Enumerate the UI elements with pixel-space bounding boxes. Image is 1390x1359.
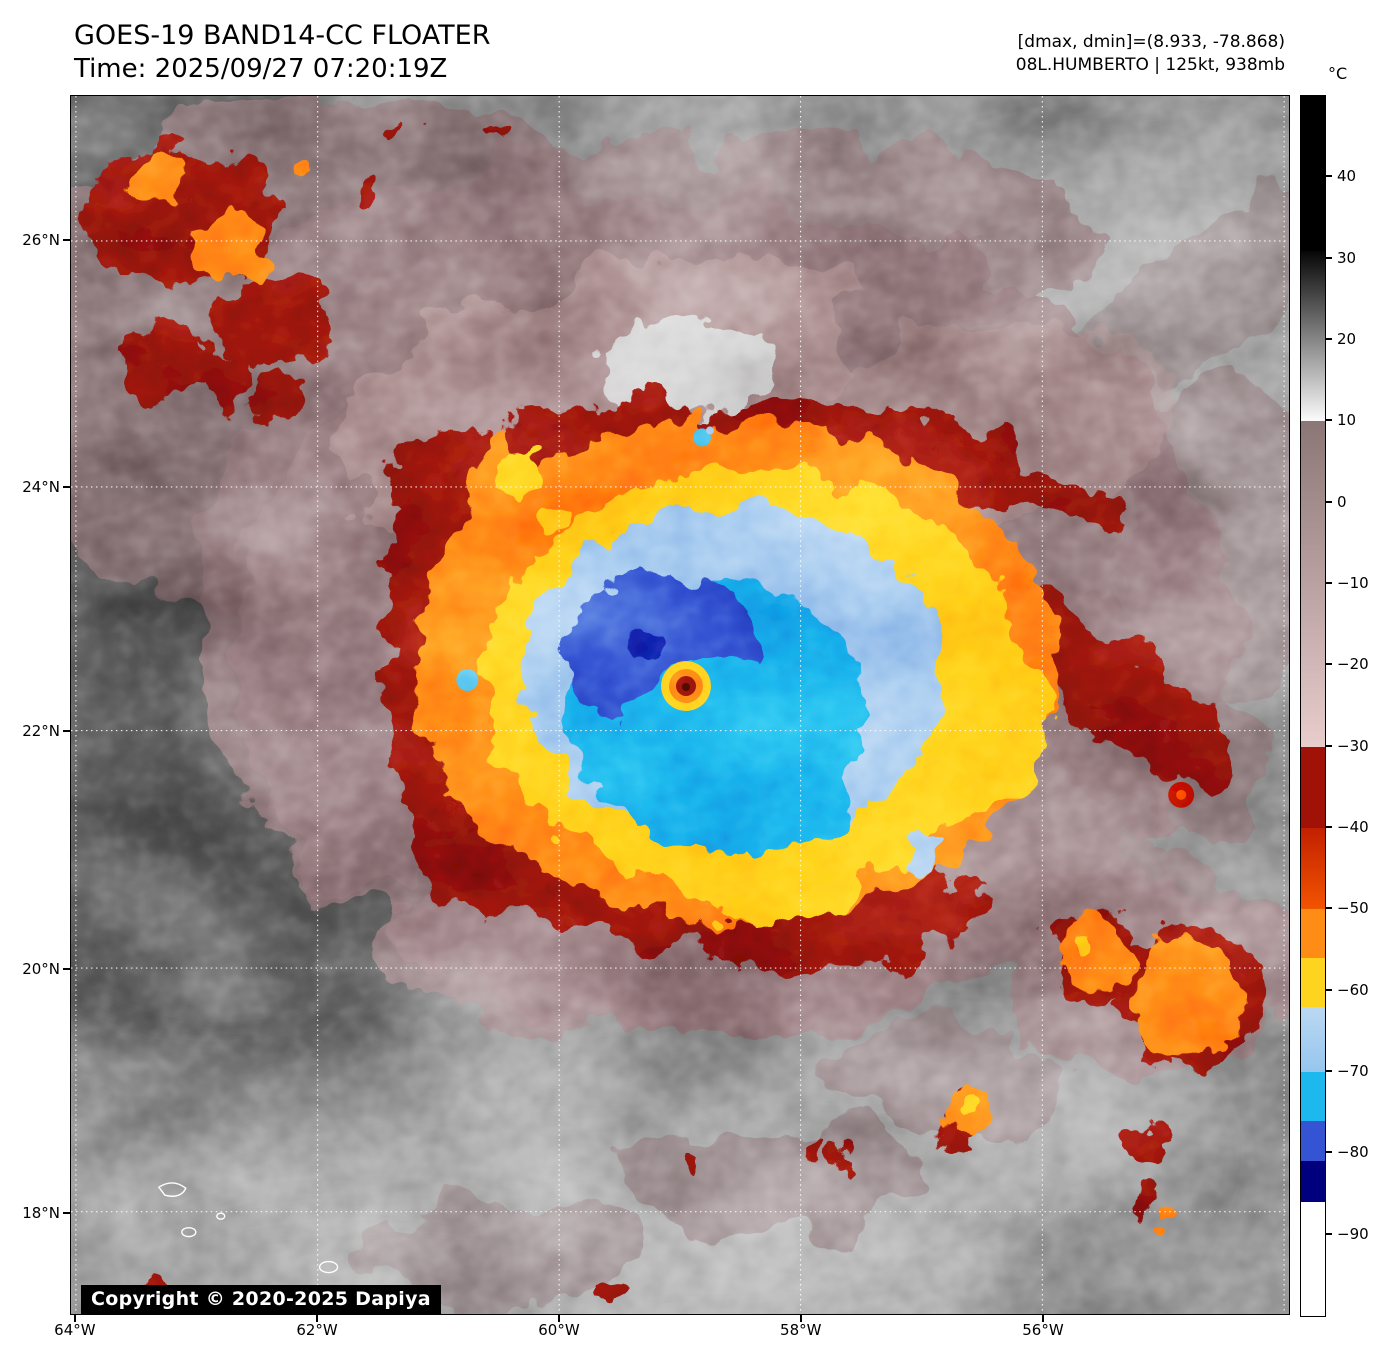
colorbar-segment xyxy=(1301,421,1325,747)
colorbar-tick-mark xyxy=(1326,419,1332,422)
colorbar-tick-label: −30 xyxy=(1337,736,1369,755)
colorbar-tick-label: 20 xyxy=(1337,330,1357,348)
lon-tick-mark xyxy=(1041,1315,1044,1322)
colorbar-segment xyxy=(1301,1120,1325,1162)
lat-tick-label: 20°N xyxy=(22,959,60,978)
colorbar-segment xyxy=(1301,958,1325,1007)
lat-tick-mark xyxy=(63,485,70,488)
colorbar-tick-label: 10 xyxy=(1337,411,1357,430)
lon-tick-label: 60°W xyxy=(538,1321,580,1339)
lat-tick-mark xyxy=(63,239,70,242)
colorbar-tick-mark xyxy=(1326,338,1332,340)
colorbar-segment xyxy=(1301,1072,1325,1121)
satellite-map: Copyright © 2020-2025 Dapiya xyxy=(70,95,1290,1315)
lon-tick-label: 58°W xyxy=(780,1321,822,1339)
colorbar-tick-mark xyxy=(1326,1151,1332,1154)
lat-tick-label: 18°N xyxy=(22,1203,60,1222)
storm-info: 08L.HUMBERTO | 125kt, 938mb xyxy=(1015,55,1285,75)
satellite-image xyxy=(71,96,1289,1314)
colorbar-segment xyxy=(1301,909,1325,959)
hurricane-eye xyxy=(661,661,711,711)
lon-tick-label: 64°W xyxy=(54,1321,96,1339)
colorbar-tick-mark xyxy=(1326,907,1332,910)
colorbar-segment xyxy=(1301,96,1325,251)
colorbar-tick-mark xyxy=(1326,500,1332,503)
colorbar-segment xyxy=(1301,746,1325,828)
colorbar-tick-label: 30 xyxy=(1337,248,1357,267)
colorbar-tick-label: 0 xyxy=(1337,492,1347,511)
colorbar-tick-mark xyxy=(1326,663,1332,666)
colorbar-segment xyxy=(1301,1006,1325,1072)
small-cold-spots xyxy=(456,426,1195,808)
lat-tick-mark xyxy=(63,729,70,732)
colorbar-unit-label: °C xyxy=(1328,64,1348,83)
colorbar-tick-label: −40 xyxy=(1337,818,1369,836)
lon-tick-label: 56°W xyxy=(1022,1321,1064,1339)
header-right: [dmax, dmin]=(8.933, -78.868) 08L.HUMBER… xyxy=(1016,31,1285,77)
colorbar-tick-label: −90 xyxy=(1337,1224,1369,1243)
colorbar-segments xyxy=(1301,96,1325,1316)
lat-tick-mark xyxy=(63,967,70,970)
satellite-art xyxy=(71,96,1289,1314)
timestamp: Time: 2025/09/27 07:20:19Z xyxy=(74,54,448,84)
gray-cloud-oval xyxy=(602,317,778,418)
colorbar-tick-mark xyxy=(1326,1232,1332,1235)
colorbar-segment xyxy=(1301,1202,1325,1316)
colorbar-tick-mark xyxy=(1326,582,1332,584)
colorbar-segment xyxy=(1301,250,1325,422)
lat-tick-label: 22°N xyxy=(22,721,60,740)
lat-tick-mark xyxy=(63,1211,70,1214)
lon-tick-mark xyxy=(557,1315,560,1322)
grid-lines xyxy=(71,96,1289,1314)
colorbar-tick-mark xyxy=(1326,175,1332,178)
lon-tick-label: 62°W xyxy=(296,1321,338,1339)
copyright-watermark: Copyright © 2020-2025 Dapiya xyxy=(81,1285,441,1314)
colorbar-tick-mark xyxy=(1326,256,1332,259)
lon-tick-mark xyxy=(316,1315,319,1322)
lon-tick-mark xyxy=(73,1315,76,1322)
colorbar-tick-mark xyxy=(1326,1070,1332,1072)
colorbar-segment xyxy=(1301,828,1325,910)
colorbar-tick-mark xyxy=(1326,988,1332,991)
colorbar-tick-label: −60 xyxy=(1337,980,1369,999)
colorbar-tick-mark xyxy=(1326,826,1332,828)
colorbar-tick-label: −10 xyxy=(1337,574,1369,592)
colorbar-tick-mark xyxy=(1326,744,1332,747)
colorbar-tick-label: −20 xyxy=(1337,655,1369,674)
colorbar-tick-label: −80 xyxy=(1337,1143,1369,1162)
dmax-dmin-readout: [dmax, dmin]=(8.933, -78.868) xyxy=(1017,32,1285,52)
page-title: GOES-19 BAND14-CC FLOATER xyxy=(74,20,491,51)
colorbar-tick-label: −50 xyxy=(1337,899,1369,918)
lat-tick-label: 26°N xyxy=(22,231,60,250)
lat-tick-label: 24°N xyxy=(22,477,60,496)
colorbar-tick-label: −70 xyxy=(1337,1062,1369,1080)
colorbar xyxy=(1300,95,1326,1317)
colorbar-segment xyxy=(1301,1161,1325,1203)
lon-tick-mark xyxy=(799,1315,802,1322)
colorbar-tick-label: 40 xyxy=(1337,167,1357,186)
